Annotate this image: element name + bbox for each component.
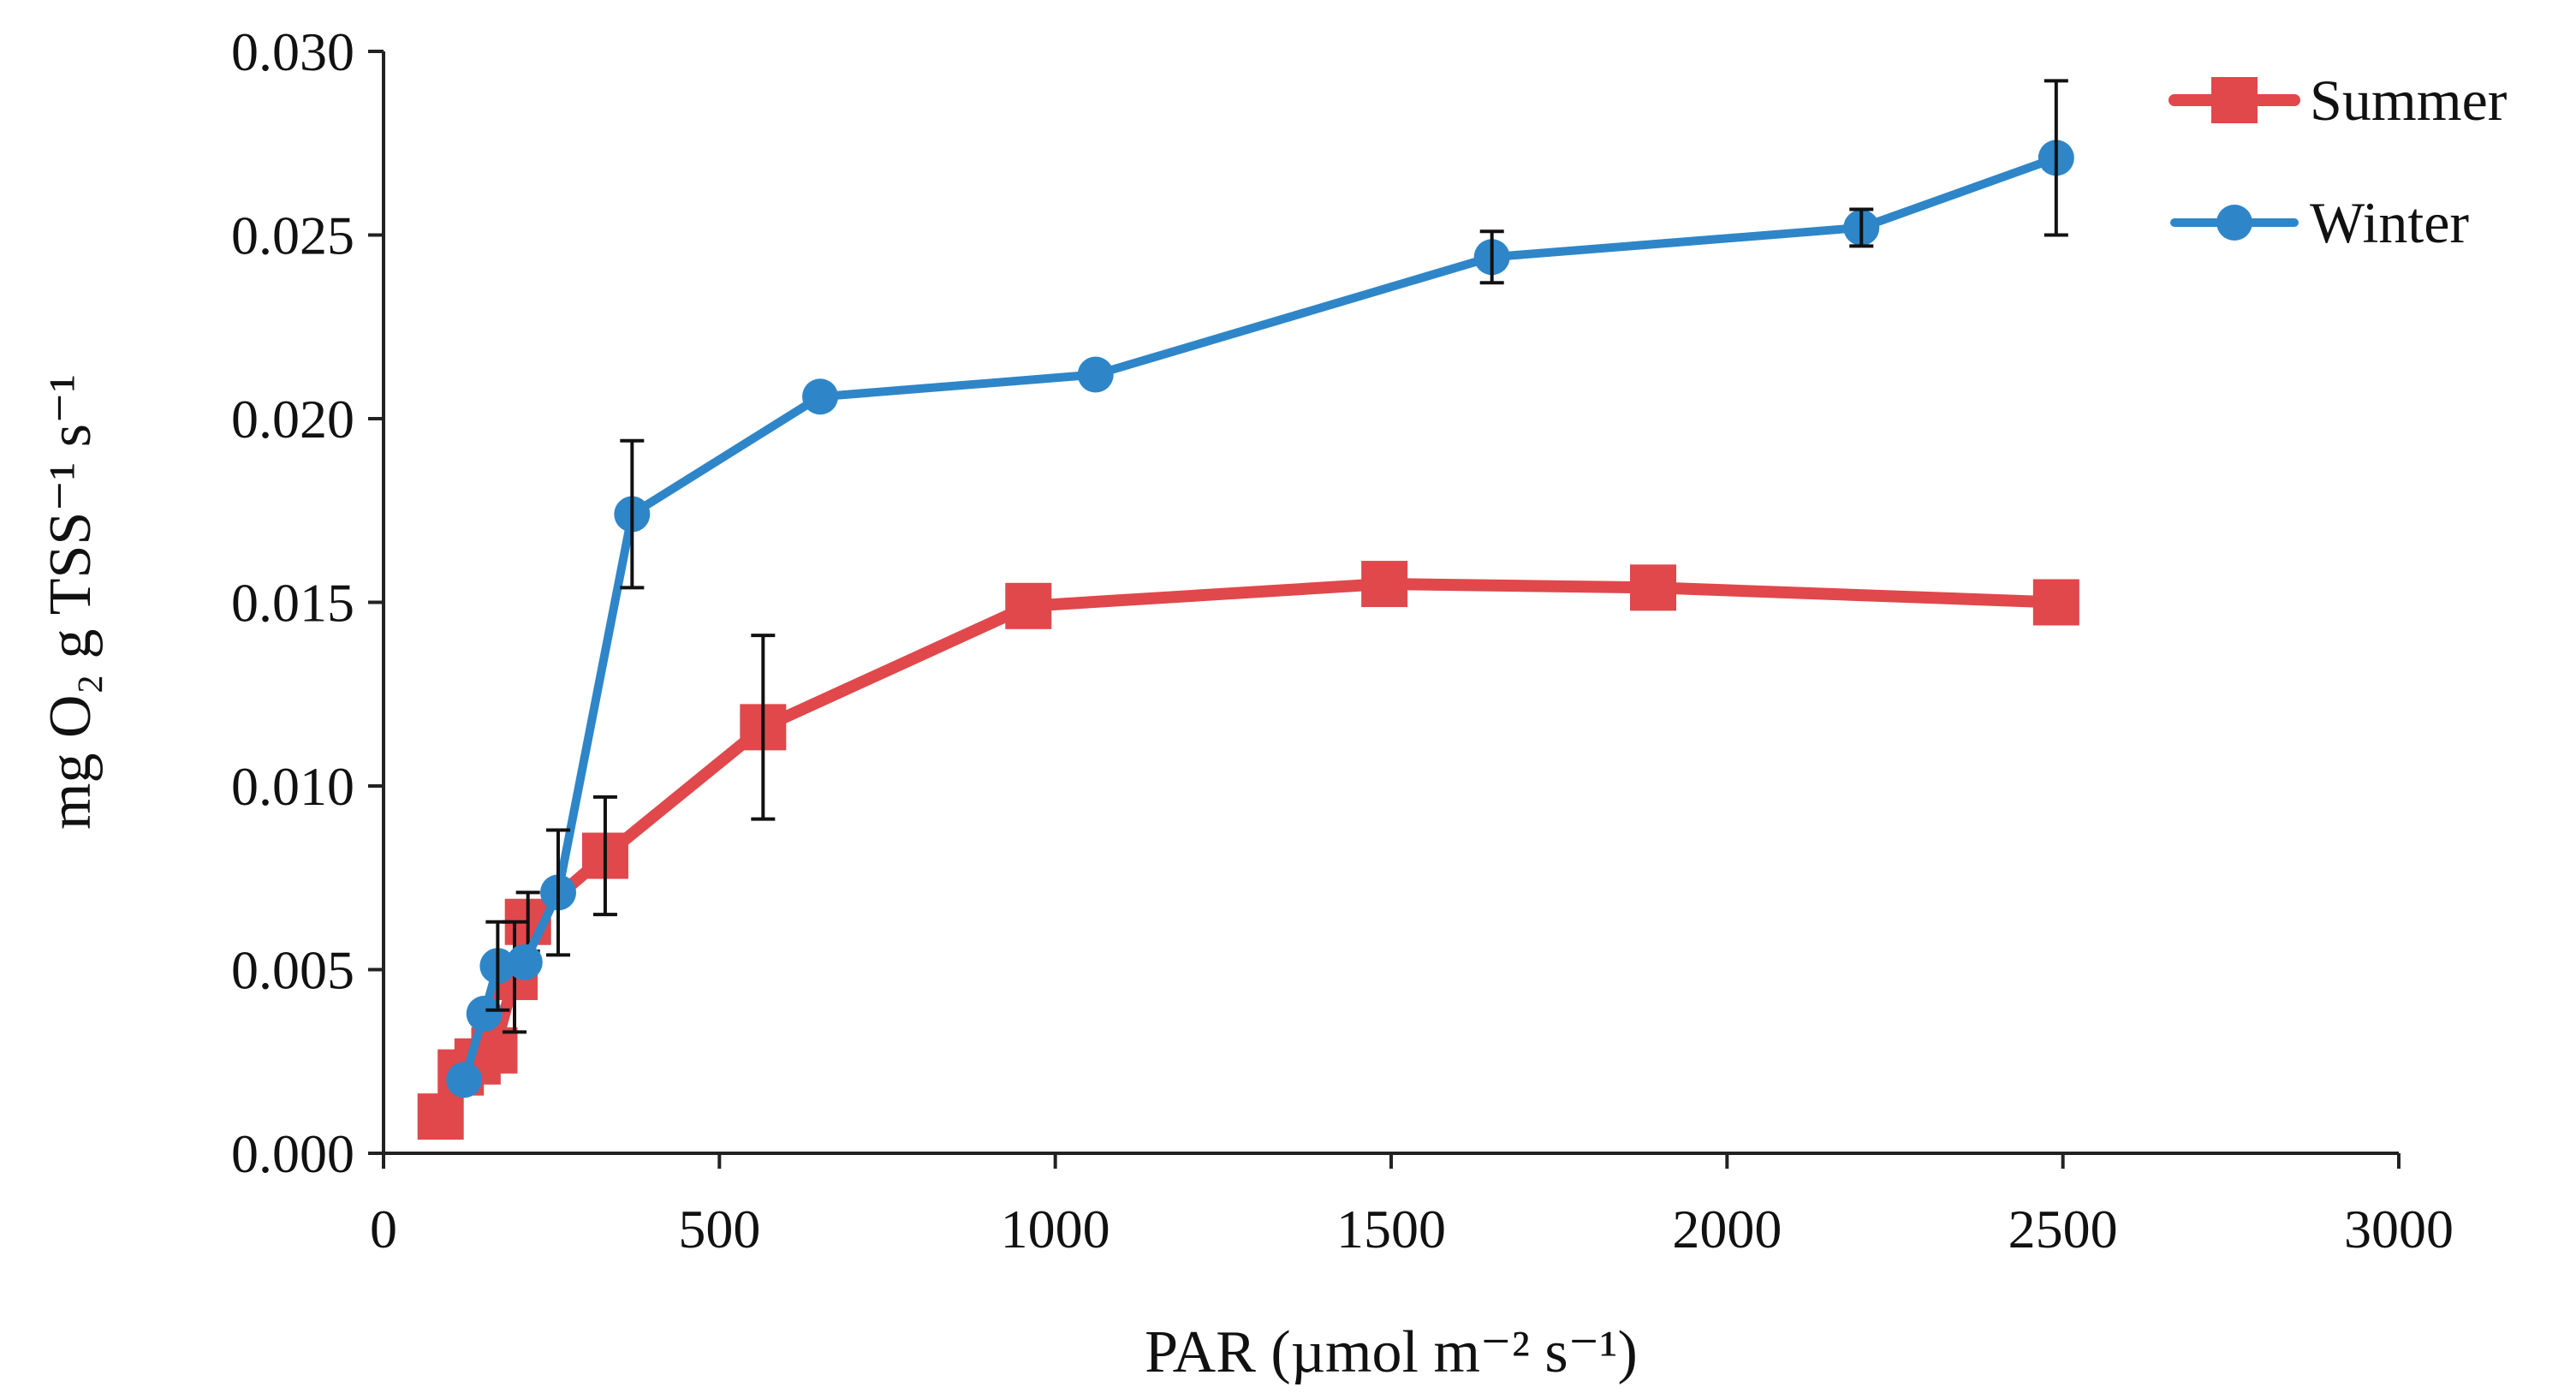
data-point-summer [1630, 564, 1677, 611]
y-axis-ticks: 0.000 0.005 0.010 0.015 0.020 0.025 0.030 [231, 21, 384, 1184]
data-point-summer [1005, 582, 1052, 629]
y-tick-label: 0.005 [231, 940, 354, 1001]
error-bar-summer [751, 634, 776, 821]
x-axis-ticks: 0 500 1000 1500 2000 2500 3000 [370, 1153, 2454, 1259]
x-axis-title: PAR (µmol m⁻² s⁻¹) [1145, 1319, 1638, 1385]
error-bar-winter [546, 828, 571, 957]
data-point-summer [417, 1093, 464, 1140]
legend-item-summer: Summer [2168, 68, 2508, 133]
data-point-winter [506, 944, 543, 980]
y-tick-label: 0.010 [231, 756, 354, 817]
x-tick-label: 2000 [1672, 1199, 1782, 1259]
legend: Summer Winter [2168, 68, 2508, 255]
error-bar-winter [1849, 207, 1874, 248]
data-point-winter [446, 1062, 483, 1098]
data-point-winter [466, 995, 503, 1032]
legend-swatch-marker-summer [2211, 77, 2258, 123]
data-point-summer [1361, 561, 1408, 608]
error-bar-winter [1479, 229, 1504, 285]
y-tick-label: 0.000 [231, 1123, 354, 1184]
y-tick-label: 0.030 [231, 21, 354, 82]
y-axis-title: mg O₂ g TSS⁻¹ s⁻¹ [38, 374, 104, 830]
x-tick-label: 1000 [1001, 1199, 1110, 1259]
x-tick-label: 2500 [2008, 1199, 2118, 1259]
error-bar-summer [592, 795, 617, 917]
data-point-winter [802, 378, 839, 415]
legend-label-winter: Winter [2310, 190, 2469, 255]
data-point-winter [1077, 356, 1114, 393]
y-tick-label: 0.025 [231, 205, 354, 266]
legend-swatch-marker-winter [2216, 205, 2252, 241]
error-bar-winter [485, 920, 510, 1012]
series-layer [417, 79, 2079, 1140]
error-bar-winter [2044, 79, 2068, 237]
error-bar-winter [620, 438, 645, 590]
x-tick-label: 3000 [2344, 1199, 2454, 1259]
legend-label-summer: Summer [2310, 68, 2508, 133]
y-tick-label: 0.015 [231, 573, 354, 634]
x-tick-label: 1500 [1336, 1199, 1446, 1259]
y-tick-label: 0.020 [231, 389, 354, 449]
x-tick-label: 500 [678, 1199, 760, 1259]
data-point-summer [2032, 579, 2079, 626]
legend-item-winter: Winter [2170, 190, 2469, 255]
series-winter [446, 79, 2074, 1098]
x-tick-label: 0 [370, 1199, 397, 1259]
